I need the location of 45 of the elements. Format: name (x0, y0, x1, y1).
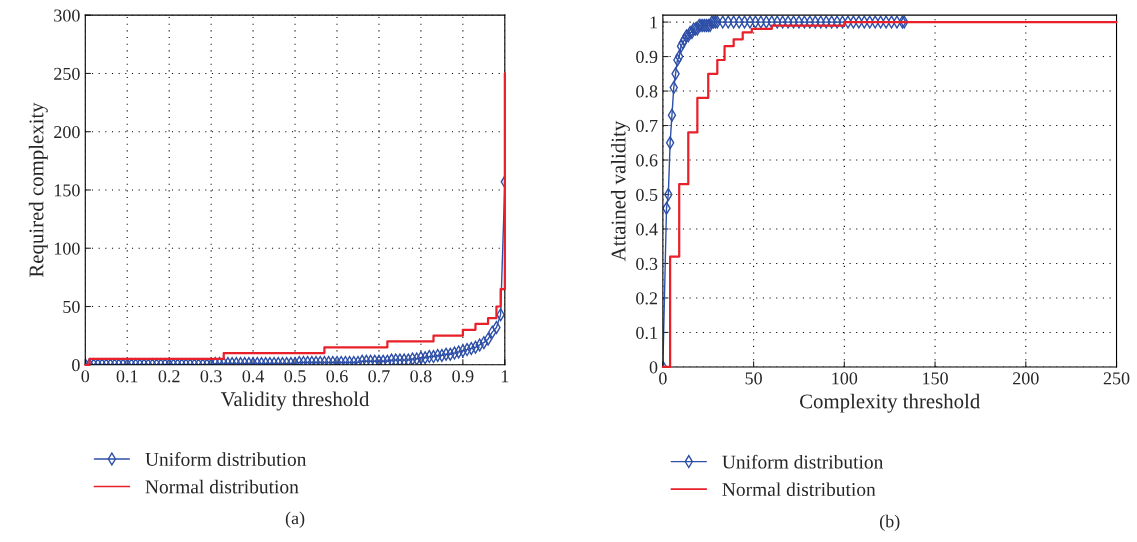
x-tick-label: 100 (832, 372, 858, 385)
x-tick-label: 0.9 (452, 370, 474, 383)
y-tick-label: 1 (650, 16, 657, 29)
legend-label: Normal distribution (145, 479, 299, 494)
text: (b) (879, 514, 900, 532)
y-tick-label: 0.7 (636, 119, 658, 133)
x-tick-label: 0.6 (326, 370, 348, 383)
y-tick-label: 0.1 (636, 326, 657, 339)
x-tick-label: 150 (923, 372, 948, 385)
y-tick-label: 0 (72, 359, 80, 372)
x-tick-label: 200 (1013, 372, 1039, 385)
y-tick-label: 0 (649, 361, 658, 374)
y-tick-label: 0.8 (636, 85, 658, 98)
x-tick-label: 0.3 (200, 370, 222, 383)
legend-label: Normal distribution (722, 482, 876, 497)
y-tick-label: 50 (63, 300, 80, 313)
y-tick-label: 150 (54, 184, 80, 197)
x-tick-label: 0 (659, 372, 667, 385)
y-tick-label: 300 (54, 9, 80, 22)
y-tick-label: 0.4 (636, 223, 658, 236)
x-tick-label: 0.4 (242, 370, 265, 383)
y-axis-title: Required complexity (28, 102, 48, 278)
x-tick-label: 0 (81, 370, 90, 383)
x-tick-label: 50 (745, 372, 762, 385)
legend-label: Uniform distribution (145, 452, 307, 466)
y-tick-label: 0.9 (636, 50, 658, 64)
y-tick-label: 0.3 (636, 257, 658, 270)
y-tick-label: 0.2 (636, 292, 658, 305)
y-tick-label: 250 (54, 67, 80, 80)
x-tick-label: 250 (1103, 372, 1130, 385)
y-tick-label: 0.6 (636, 154, 658, 167)
x-axis-title: Complexity threshold (800, 393, 981, 413)
x-tick-label: 0.5 (284, 370, 306, 383)
y-tick-label: 200 (54, 125, 80, 139)
y-axis-title: Attained validity (610, 120, 630, 262)
x-tick-label: 0.7 (368, 370, 390, 383)
x-axis-title: Validity threshold (220, 391, 370, 411)
x-tick-label: 1 (501, 370, 509, 383)
legend-label: Uniform distribution (722, 454, 884, 469)
text: (a) (285, 511, 305, 528)
y-tick-label: 100 (54, 242, 80, 255)
x-tick-label: 0.1 (116, 370, 138, 383)
x-tick-label: 0.2 (158, 370, 180, 383)
y-tick-label: 0.5 (636, 188, 658, 202)
x-tick-label: 0.8 (410, 370, 432, 383)
